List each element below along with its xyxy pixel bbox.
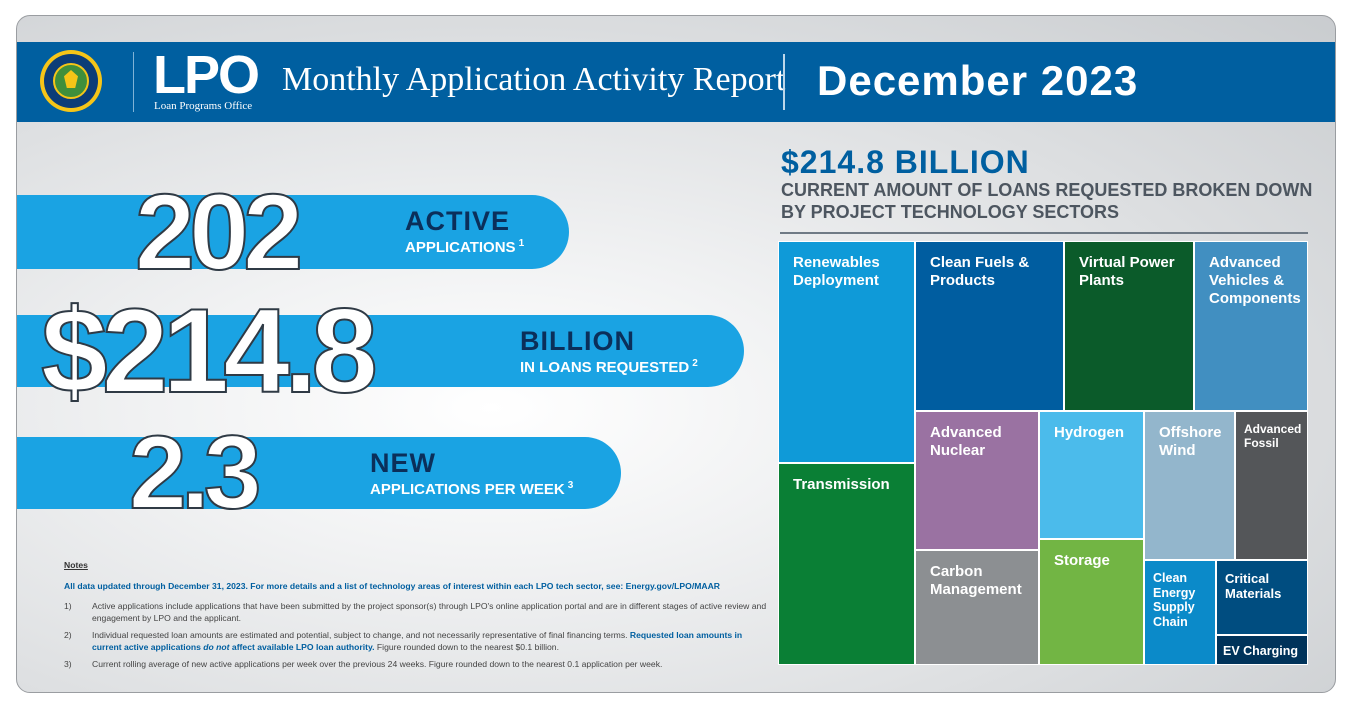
- treemap-tile: Virtual Power Plants: [1064, 241, 1194, 411]
- report-title: Monthly Application Activity Report: [282, 61, 786, 98]
- chart-subtitle: CURRENT AMOUNT OF LOANS REQUESTED BROKEN…: [781, 180, 1313, 222]
- lpo-logo: LPO: [153, 45, 260, 105]
- notes-section: Notes All data updated through December …: [64, 559, 774, 675]
- header-divider: [133, 52, 134, 112]
- treemap-tile: Clean Fuels & Products: [915, 241, 1064, 411]
- note-item: 2) Individual requested loan amounts are …: [64, 630, 743, 652]
- header-bar: LPO Loan Programs Office Monthly Applica…: [17, 42, 1335, 122]
- stat-pill-active: [17, 195, 569, 269]
- note-item: 3) Current rolling average of new active …: [64, 659, 663, 669]
- treemap-tile-label: EV Charging: [1223, 644, 1299, 658]
- stat-pill-loans: [17, 315, 744, 387]
- treemap-tile: Advanced Nuclear: [915, 411, 1039, 550]
- report-month: December 2023: [817, 57, 1139, 104]
- treemap-tile: Advanced Fossil: [1235, 411, 1308, 560]
- treemap-tile-label: Storage: [1054, 552, 1110, 569]
- chart-title-rule: [780, 232, 1308, 234]
- treemap-tile-label: Carbon Management: [930, 563, 1022, 598]
- treemap-tile-label: Critical Materials: [1225, 571, 1282, 601]
- treemap-tile: Hydrogen: [1039, 411, 1144, 539]
- treemap-tile: Transmission: [778, 463, 915, 665]
- stat-value-loans: $214.8: [40, 284, 379, 418]
- report-card: LPO Loan Programs Office Monthly Applica…: [16, 15, 1336, 693]
- treemap-tile-label: Offshore Wind: [1159, 424, 1222, 459]
- stat-pill-new: [17, 437, 621, 509]
- treemap-tile: Renewables Deployment: [778, 241, 915, 463]
- treemap-tile: Advanced Vehicles & Components: [1194, 241, 1308, 411]
- stat-headline-active: ACTIVE: [405, 206, 511, 236]
- stat-headline-loans: BILLION: [520, 326, 635, 356]
- treemap-tile: Critical Materials: [1216, 560, 1308, 635]
- treemap-tile-label: Clean Energy Supply Chain: [1153, 571, 1196, 629]
- treemap-tile-label: Advanced Fossil: [1244, 422, 1302, 450]
- treemap-tile: Storage: [1039, 539, 1144, 665]
- treemap-tile: Clean Energy Supply Chain: [1144, 560, 1216, 665]
- treemap-tile-label: Advanced Vehicles & Components: [1209, 254, 1301, 307]
- stat-subtitle-new: APPLICATIONS PER WEEK 3: [370, 480, 574, 498]
- treemap-tile: EV Charging: [1216, 635, 1308, 665]
- treemap-tile-label: Hydrogen: [1054, 424, 1125, 441]
- stat-value-active: 202: [134, 171, 304, 292]
- stat-subtitle-loans: IN LOANS REQUESTED 2: [520, 358, 698, 376]
- stat-value-new: 2.3: [128, 415, 263, 531]
- notes-title: Notes: [64, 560, 88, 570]
- treemap-tile: Offshore Wind: [1144, 411, 1235, 560]
- chart-title: $214.8 BILLION: [781, 144, 1030, 180]
- treemap-tile-label: Advanced Nuclear: [930, 424, 1002, 459]
- lpo-logo-subtitle: Loan Programs Office: [154, 100, 253, 112]
- treemap-tile-label: Renewables Deployment: [793, 254, 880, 289]
- stat-headline-new: NEW: [370, 448, 436, 478]
- doe-seal-icon: [40, 50, 102, 112]
- treemap-tile-label: Clean Fuels & Products: [930, 254, 1030, 289]
- header-divider: [783, 54, 785, 110]
- treemap-tile: Carbon Management: [915, 550, 1039, 665]
- notes-intro: All data updated through December 31, 20…: [64, 581, 720, 591]
- treemap-tile-label: Virtual Power Plants: [1079, 254, 1175, 289]
- treemap-tile-label: Transmission: [793, 476, 890, 493]
- note-item: 1) Active applications include applicatio…: [64, 601, 767, 623]
- stat-subtitle-active: APPLICATIONS 1: [405, 238, 525, 256]
